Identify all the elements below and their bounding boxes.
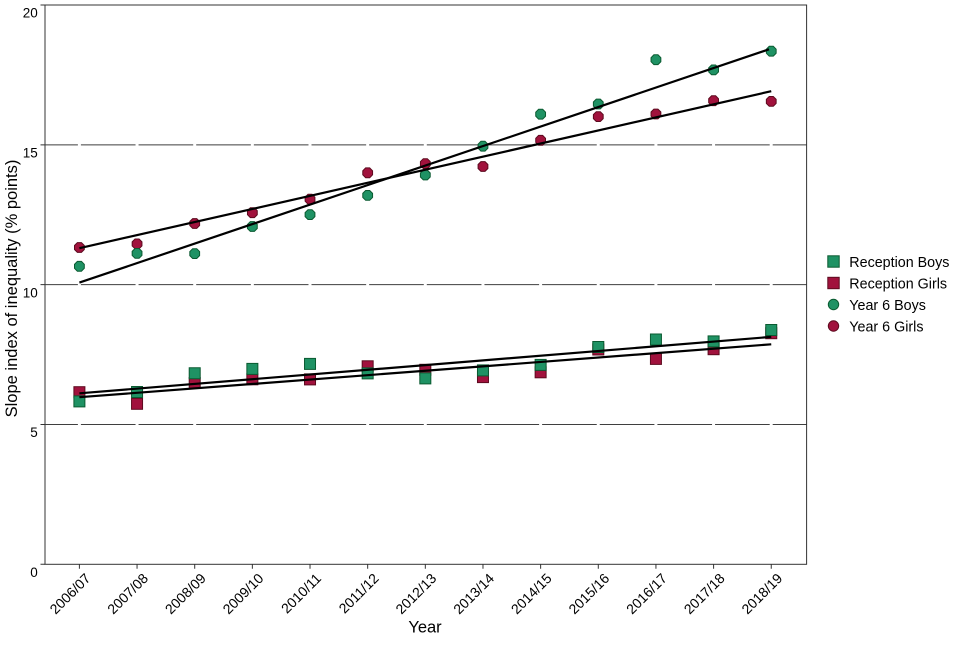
svg-text:5: 5 — [30, 425, 38, 440]
svg-text:Year: Year — [408, 619, 442, 637]
svg-text:20: 20 — [23, 6, 38, 21]
svg-text:0: 0 — [30, 565, 38, 580]
svg-text:Reception Boys: Reception Boys — [849, 255, 949, 271]
svg-text:10: 10 — [23, 285, 38, 300]
svg-text:Reception Girls: Reception Girls — [849, 276, 947, 292]
svg-text:Year 6 Girls: Year 6 Girls — [849, 319, 923, 335]
svg-text:Slope index of inequality (% p: Slope index of inequality (% points) — [3, 160, 21, 418]
svg-text:15: 15 — [23, 146, 38, 161]
svg-text:Year 6 Boys: Year 6 Boys — [849, 298, 926, 314]
